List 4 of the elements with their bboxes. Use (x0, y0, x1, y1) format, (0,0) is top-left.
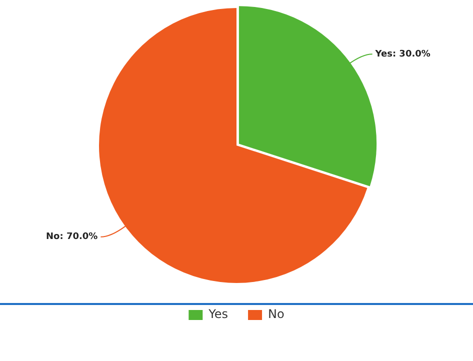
data-label: Yes: 30.0% (374, 49, 430, 60)
legend-label: No (268, 307, 284, 322)
data-label: No: 70.0% (46, 232, 98, 242)
legend-label: Yes (208, 307, 228, 322)
